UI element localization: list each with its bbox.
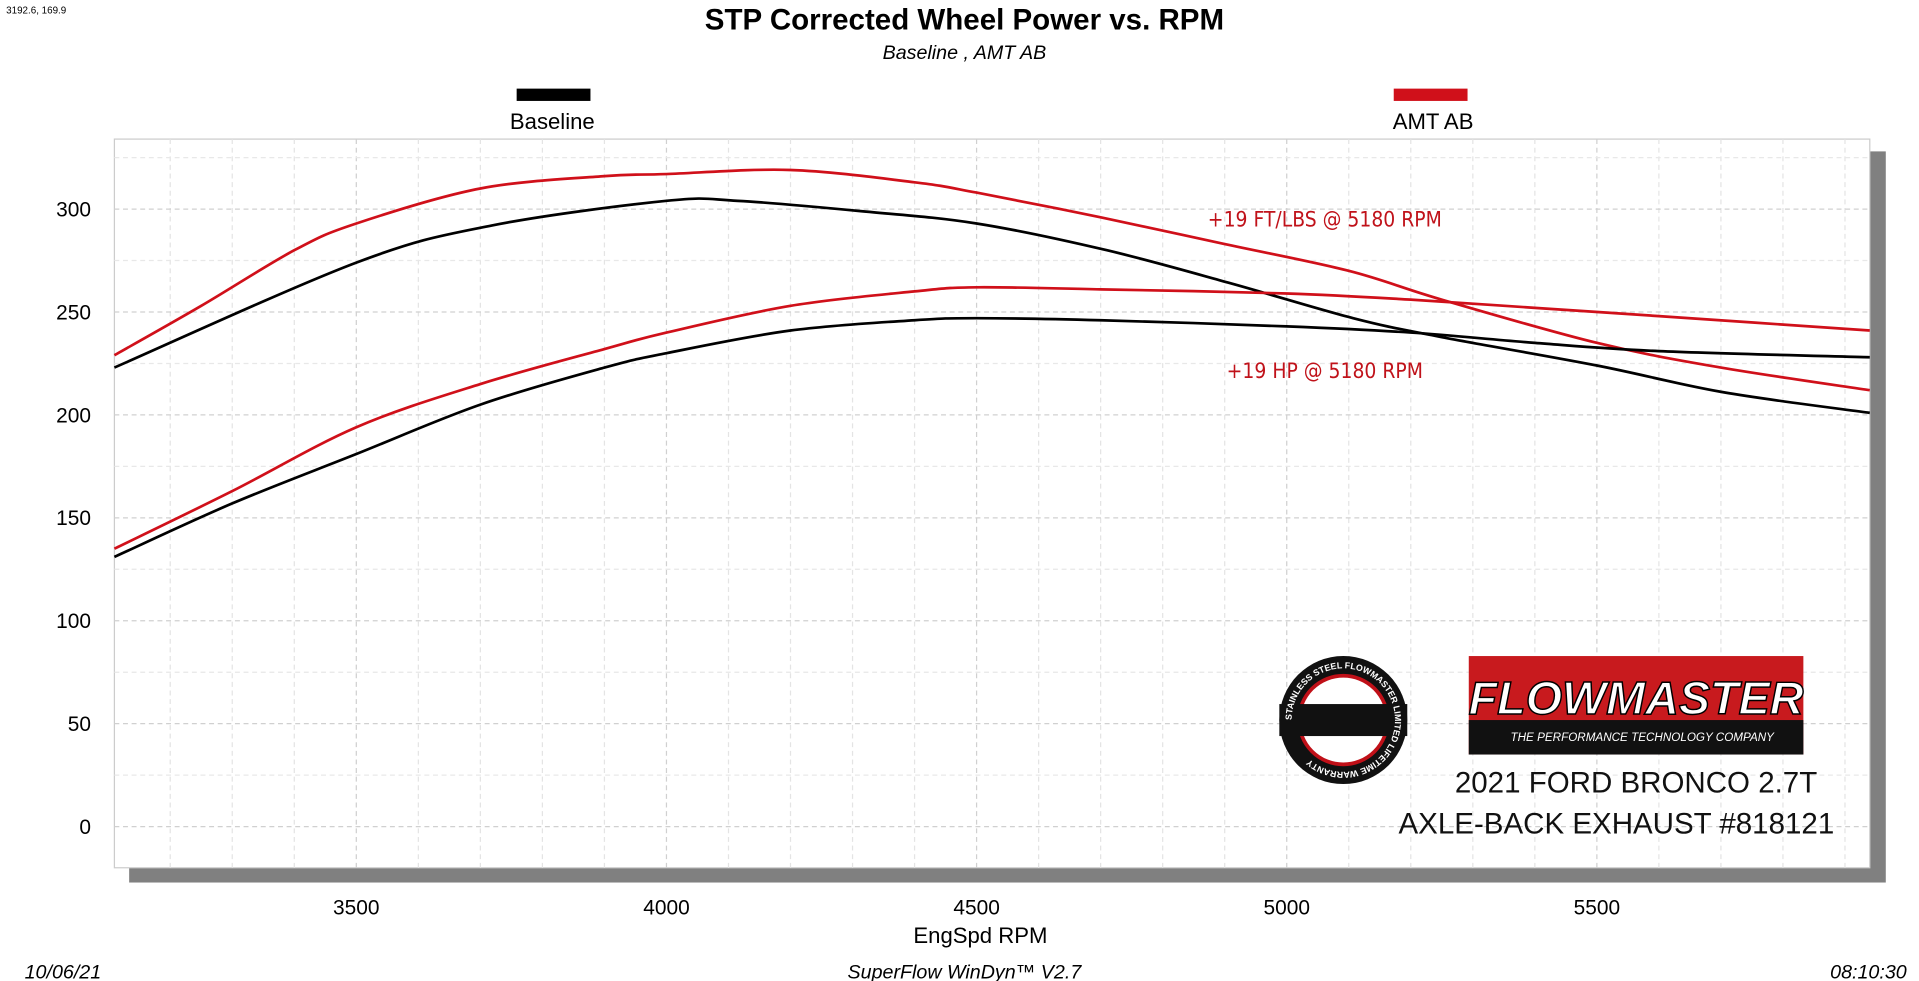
x-tick-label: 5000 <box>1263 897 1310 920</box>
y-tick-label: 150 <box>56 507 91 530</box>
x-tick-label: 3500 <box>333 897 380 920</box>
y-tick-label: 100 <box>56 610 91 633</box>
x-tick-label: 4500 <box>953 897 1000 920</box>
series-baseline-torque <box>113 197 1870 415</box>
footer-time: 08:10:30 <box>1830 962 1907 981</box>
y-tick-label: 50 <box>68 713 91 736</box>
y-axis-ticks: 0 50 100 150 200 250 300 <box>56 198 91 839</box>
legend-swatch-baseline <box>516 88 591 101</box>
flowmaster-wordmark: FLOWMASTER <box>1469 672 1804 724</box>
flowmaster-tagline: THE PERFORMANCE TECHNOLOGY COMPANY <box>1511 731 1776 744</box>
legend-label-amt-ab: AMT AB <box>1393 109 1474 134</box>
x-tick-label: 4000 <box>643 897 690 920</box>
legend-swatch-amt-ab <box>1393 88 1468 101</box>
footer-date: 10/06/21 <box>25 962 102 981</box>
vehicle-caption: 2021 FORD BRONCO 2.7T <box>1455 767 1817 800</box>
torque-gain-annotation: +19 FT/LBS @ 5180 RPM <box>1208 207 1442 231</box>
y-tick-label: 200 <box>56 404 91 427</box>
legend: Baseline AMT AB <box>510 88 1474 134</box>
footer-software: SuperFlow WinDyn™ V2.7 <box>848 962 1083 981</box>
product-caption: AXLE-BACK EXHAUST #818121 <box>1399 807 1835 840</box>
flowmaster-logo: FLOWMASTER THE PERFORMANCE TECHNOLOGY CO… <box>1468 656 1804 755</box>
y-tick-label: 300 <box>56 198 91 221</box>
y-tick-label: 0 <box>79 816 91 839</box>
legend-label-baseline: Baseline <box>510 109 595 134</box>
x-axis-label: EngSpd RPM <box>913 923 1047 948</box>
x-tick-label: 5500 <box>1574 897 1621 920</box>
cursor-readout: 3192.6, 169.9 <box>6 6 66 17</box>
plot-area <box>113 138 1871 869</box>
series-amt-ab-torque <box>113 168 1870 392</box>
y-tick-label: 250 <box>56 301 91 324</box>
series-amt-ab-hp <box>113 285 1870 550</box>
x-axis-ticks: 3500 4000 4500 5000 5500 <box>333 897 1620 920</box>
chart-title: STP Corrected Wheel Power vs. RPM <box>705 4 1224 37</box>
warranty-badge-logo: STAINLESS STEEL FLOWMASTER LIMITED LIFET… <box>1279 656 1408 785</box>
hp-gain-annotation: +19 HP @ 5180 RPM <box>1227 359 1423 383</box>
chart-subtitle: Baseline , AMT AB <box>883 42 1047 64</box>
series-lines <box>113 168 1870 559</box>
series-baseline-hp <box>113 316 1870 559</box>
